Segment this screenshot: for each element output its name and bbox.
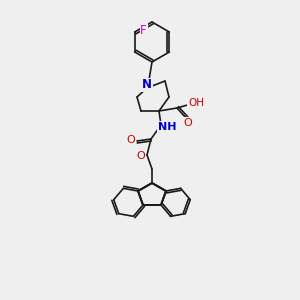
Text: OH: OH (188, 98, 204, 108)
Text: F: F (140, 23, 147, 37)
Text: NH: NH (158, 122, 176, 132)
Text: O: O (127, 135, 135, 145)
Text: O: O (136, 151, 146, 161)
Text: N: N (142, 79, 152, 92)
Text: O: O (184, 118, 192, 128)
